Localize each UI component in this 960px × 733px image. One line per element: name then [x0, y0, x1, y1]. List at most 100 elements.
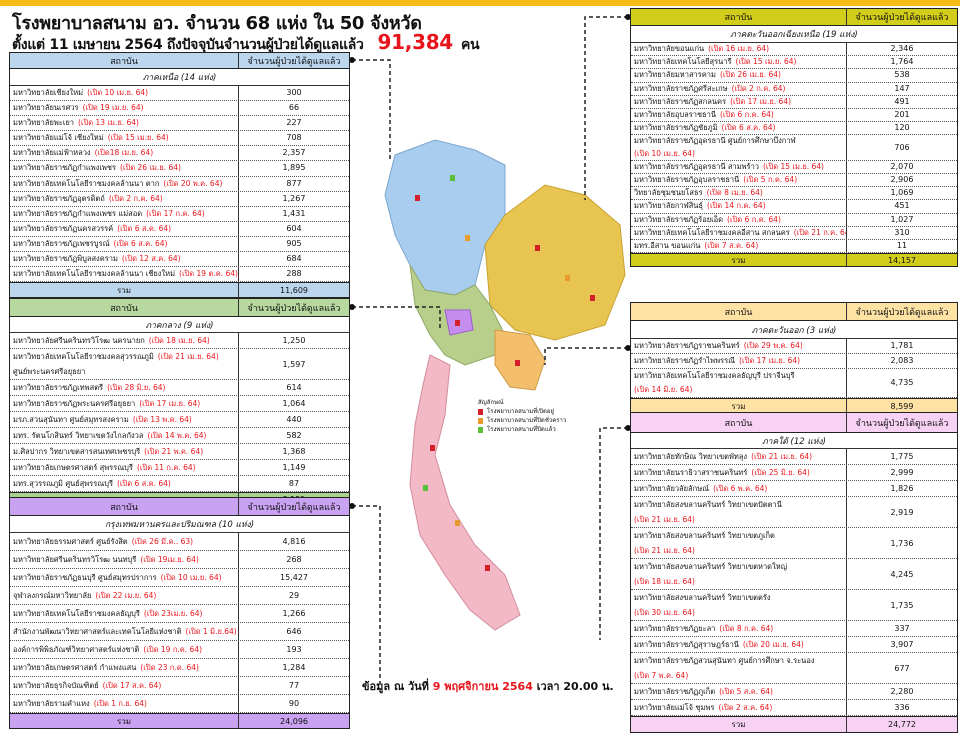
institution-cell: มหาวิทยาลัยธรรมศาสตร์ ศูนย์รังสิต (เปิด 2… [10, 533, 239, 550]
table-north: สถาบัน จำนวนผู้ป่วยได้ดูแลแล้ว ภาคเหนือ (1… [9, 52, 350, 299]
opening-date: (เปิด 19เม.ย. 64) [140, 555, 199, 564]
table-row: มทร.สุวรรณภูมิ ศูนย์สุพรรณบุรี (เปิด 6 ส.… [10, 476, 349, 492]
institution-cell: วิทยาลัยชุมชนยโสธร (เปิด 8 เม.ย. 64) [631, 187, 847, 200]
opening-date: (เปิด 20 พ.ค. 64) [163, 178, 223, 188]
opening-date: (เปิด 14 มิ.ย. 64) [634, 385, 693, 394]
region-label: ภาคใต้ (12 แห่ง) [631, 433, 957, 449]
institution-name: มหาวิทยาลัยราชภัฏชัยภูมิ [634, 123, 718, 133]
thailand-map [384, 139, 626, 631]
patient-count: 66 [288, 103, 300, 113]
institution-name: มหาวิทยาลัยราชภัฏยะลา [634, 624, 716, 633]
patient-count: 1,368 [282, 447, 306, 456]
opening-date: (เปิด 17 เม.ย. 64) [739, 356, 801, 365]
top-accent-bar [0, 0, 960, 6]
patient-count: 440 [286, 415, 302, 424]
table-row: มหาวิทยาลัยเกษตรศาสตร์ กำแพงแสน (เปิด 23 … [10, 659, 349, 677]
column-header-patients: จำนวนผู้ป่วยได้ดูแลแล้ว [247, 56, 341, 67]
institution-cell: มหาวิทยาลัยราชภัฏพระนครศรีอยุธยา (เปิด 17… [10, 396, 239, 411]
institution-cell: มหาวิทยาลัยแม่ฟ้าหลวง (เปิด18 เม.ย. 64) [10, 146, 239, 161]
map-region-northeast [484, 184, 626, 341]
patient-count: 1,149 [282, 463, 306, 472]
patient-count: 1,764 [890, 57, 914, 67]
institution-cell: มหาวิทยาลัยศรีนครินทรวิโรฒ นนทบุรี (เปิด … [10, 551, 239, 568]
table-row: มหาวิทยาลัยแม่โจ้ ชุมพร (เปิด 2 ส.ค. 64) 3… [631, 700, 957, 716]
patient-count: 677 [894, 663, 910, 673]
pin-icon [485, 565, 490, 571]
table-row: มหาวิทยาลัยราชภัฏอุบลราชธานี (เปิด 5 ก.ค.… [631, 174, 957, 188]
legend-title: สัญลักษณ์ [478, 399, 504, 406]
total-value: 14,157 [888, 255, 916, 265]
institution-cell: มหาวิทยาลัยราชภัฏชัยภูมิ (เปิด 6 ส.ค. 64) [631, 122, 847, 135]
institution-cell: มหาวิทยาลัยราชภัฏสุราษฎร์ธานี (เปิด 20 เม… [631, 637, 847, 652]
table-row: มหาวิทยาลัยราชภัฏอุดรธานี ศูนย์การศึกษาบ… [631, 135, 957, 161]
total-patients: 91,384 [377, 30, 454, 54]
table-row: มหาวิทยาลัยธรรมศาสตร์ ศูนย์รังสิต (เปิด 2… [10, 533, 349, 551]
table-header: สถาบัน จำนวนผู้ป่วยได้ดูแลแล้ว [631, 413, 957, 433]
table-row: มหาวิทยาลัยเกษตรศาสตร์ สุพรรณบุรี (เปิด 1… [10, 460, 349, 476]
opening-date: (เปิด 13 เม.ย. 64) [78, 118, 139, 128]
total-label: รวม [631, 254, 847, 267]
institution-cell: มหาวิทยาลัยแม่โจ้ ชุมพร (เปิด 2 ส.ค. 64) [631, 700, 847, 715]
opening-date: (เปิด 15 เม.ย. 64) [735, 57, 797, 67]
total-label: รวม [631, 717, 847, 732]
institution-cell: มหาวิทยาลัยนราธิวาสราชนครินทร์ (เปิด 25 ม… [631, 465, 847, 480]
opening-date: (เปิด 6 ก.ค. 64) [719, 110, 774, 120]
patient-count: 706 [894, 142, 910, 152]
institution-cell: มหาวิทยาลัยสงขลานครินทร์ วิทยาเขตภูเก็ต (… [631, 528, 847, 558]
table-row: มหาวิทยาลัยราชภัฏสุราษฎร์ธานี (เปิด 20 เม… [631, 637, 957, 653]
patient-count: 147 [894, 83, 910, 93]
table-row: มหาวิทยาลัยเทคโนโลยีราชมงคลสุวรรณภูมิ (เป… [10, 349, 349, 380]
institution-cell: มหาวิทยาลัยมหาสารคาม (เปิด 26 เม.ย. 64) [631, 69, 847, 82]
institution-name: มหาวิทยาลัยแม่โจ้ ชุมพร [634, 703, 715, 712]
institution-name: มหาวิทยาลัยราชภัฏนครสวรรค์ [13, 223, 114, 233]
institution-name: มหาวิทยาลัยราชภัฏอุบลราชธานี [634, 175, 740, 185]
institution-cell: มหาวิทยาลัยสงขลานครินทร์ วิทยาเขตหาดใหญ่… [631, 559, 847, 589]
opening-date: (เปิด 17 เม.ย. 64) [730, 96, 792, 106]
patient-count: 1,781 [890, 341, 914, 350]
institution-cell: มหาวิทยาลัยกาฬสินธุ์ (เปิด 14 ก.ค. 64) [631, 200, 847, 213]
patient-count: 1,064 [282, 399, 306, 408]
institution-cell: มหาวิทยาลัยราชภัฏรำไพพรรณี (เปิด 17 เม.ย.… [631, 354, 847, 368]
table-row: มหาวิทยาลัยราชภัฏพิบูลสงคราม (เปิด 12 ส.ค… [10, 252, 349, 268]
institution-name: มหาวิทยาลัยราชภัฏอุดรธานี ศูนย์การศึกษาบ… [634, 136, 796, 146]
institution-name: มหาวิทยาลัยราชภัฏอุตรดิตถ์ [13, 193, 105, 203]
pin-icon [423, 485, 428, 491]
opening-date: (เปิด 1 ก.ย. 64) [93, 699, 147, 708]
institution-name: มหาวิทยาลัยแม่โจ้ เชียงใหม่ [13, 133, 104, 143]
institution-cell: มหาวิทยาลัยเกษตรศาสตร์ สุพรรณบุรี (เปิด 1… [10, 460, 239, 475]
table-row: มหาวิทยาลัยสงขลานครินทร์ วิทยาเขตภูเก็ต (… [631, 528, 957, 559]
opening-date: (เปิด 15 เม.ย. 64) [107, 133, 169, 143]
table-row: มหาวิทยาลัยราชภัฏสกลนคร (เปิด 17 เม.ย. 64… [631, 95, 957, 110]
total-label: รวม [10, 283, 239, 298]
institution-name: มหาวิทยาลัยราชภัฏร้อยเอ็ด [634, 214, 724, 224]
institution-cell: มหาวิทยาลัยเทคโนโลยีราชมงคลธัญบุรี ปราจี… [631, 369, 847, 397]
institution-cell: องค์การพิพิธภัณฑ์วิทยาศาสตร์แห่งชาติ (เปิ… [10, 641, 239, 658]
data-date: 9 พฤศจิกายน 2564 [432, 680, 533, 693]
table-row: มหาวิทยาลัยราชภัฏภูเก็ต (เปิด 5 ส.ค. 64) 2… [631, 684, 957, 700]
patient-count: 120 [894, 123, 910, 133]
table-row: มหาวิทยาลัยราชภัฏราชนครินทร์ (เปิด 29 พ.ค… [631, 339, 957, 354]
institution-name: มหาวิทยาลัยธรรมศาสตร์ ศูนย์รังสิต [13, 537, 128, 546]
institution-name-line2: ศูนย์พระนครศรีอยุธยา [13, 367, 86, 376]
patient-count: 1,775 [890, 452, 914, 461]
table-row: มหาวิทยาลัยนราธิวาสราชนครินทร์ (เปิด 25 ม… [631, 465, 957, 481]
patient-count: 1,267 [282, 193, 306, 203]
table-row: มหาวิทยาลัยราชภัฏยะลา (เปิด 8 ก.ค. 64) 337 [631, 621, 957, 637]
pin-icon [515, 360, 520, 366]
pin-icon [415, 195, 420, 201]
region-label: ภาคตะวันออก (3 แห่ง) [631, 321, 957, 339]
institution-name: มหาวิทยาลัยราชภัฏพิบูลสงคราม [13, 254, 118, 264]
region-label: ภาคตะวันออกเฉียงเหนือ (19 แห่ง) [631, 26, 957, 43]
pin-icon [455, 520, 460, 526]
institution-cell: มหาวิทยาลัยราชภัฏร้อยเอ็ด (เปิด 6 ก.ค. 64… [631, 213, 847, 226]
patient-count: 29 [288, 591, 300, 600]
table-row: มรภ.สวนสุนันทา ศูนย์สมุทรสงคราม (เปิด 13 … [10, 412, 349, 428]
opening-date: (เปิด 21 เม.ย. 64) [634, 546, 695, 555]
table-row: มทร. รัตนโกสินทร์ วิทยาเขตวังไกลกังวล (เป… [10, 428, 349, 444]
table-row: มหาวิทยาลัยกาฬสินธุ์ (เปิด 14 ก.ค. 64) 451 [631, 200, 957, 214]
institution-name: มหาวิทยาลัยราชภัฏสุราษฎร์ธานี [634, 640, 739, 649]
institution-cell: มหาวิทยาลัยราชภัฏสวนสุนันทา ศูนย์การศึกษ… [631, 653, 847, 683]
institution-cell: มหาวิทยาลัยราชภัฏกำแพงเพชร แม่สอด (เปิด 1… [10, 206, 239, 221]
opening-date: (เปิด 30 เม.ย. 64) [634, 608, 695, 617]
patient-count: 877 [286, 178, 302, 188]
